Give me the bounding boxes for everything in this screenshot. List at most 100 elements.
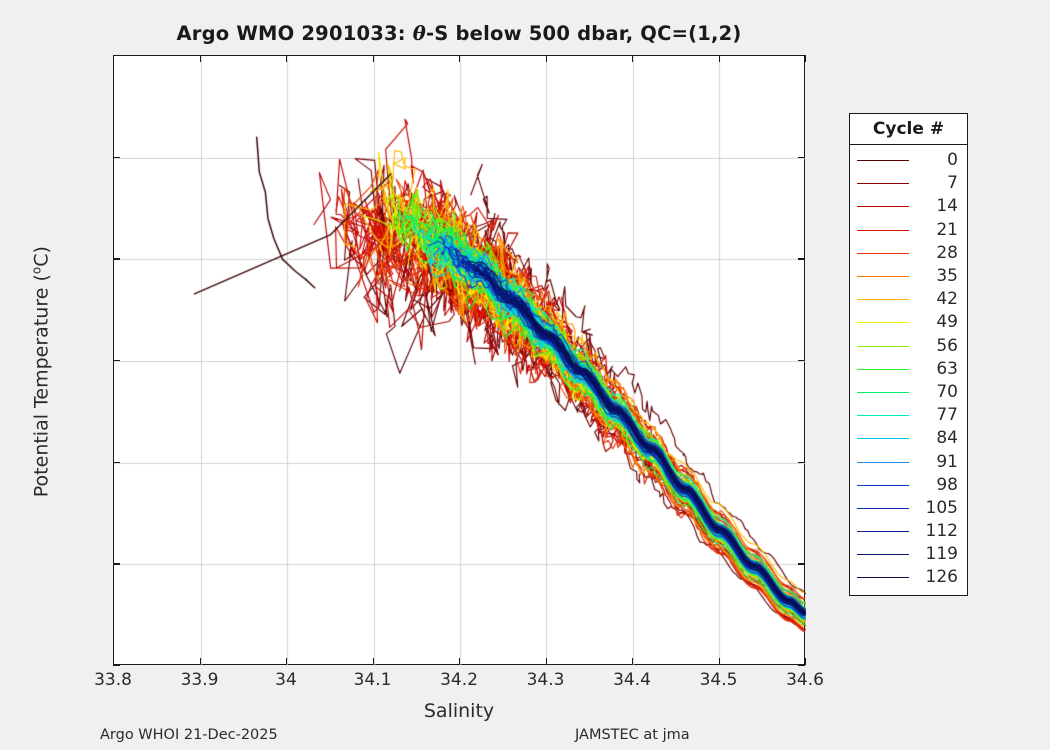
- y-tick: [113, 258, 120, 260]
- y-tick: [113, 563, 120, 565]
- legend-line-swatch: [857, 299, 909, 301]
- legend-row[interactable]: 21: [850, 219, 967, 242]
- plot-area: [113, 55, 806, 666]
- x-tick: [459, 658, 461, 665]
- y-tick: [113, 156, 120, 159]
- legend-line-swatch: [857, 531, 909, 533]
- footer-left-text: Argo WHOI 21-Dec-2025: [100, 727, 278, 743]
- legend-label: 119: [925, 544, 958, 565]
- legend-label: 63: [936, 358, 958, 379]
- legend-row[interactable]: 35: [850, 265, 967, 288]
- legend-label: 49: [936, 312, 958, 333]
- legend-label: 70: [936, 381, 958, 402]
- y-tick: [798, 360, 805, 362]
- legend-line-swatch: [857, 438, 909, 440]
- legend-row[interactable]: 49: [850, 311, 967, 334]
- legend-label: 0: [947, 150, 958, 171]
- x-tick: [632, 658, 634, 665]
- legend-label: 35: [936, 266, 958, 287]
- x-tick: [199, 55, 201, 62]
- legend-row[interactable]: 84: [850, 427, 967, 450]
- y-tick: [113, 55, 120, 57]
- x-tick-label: 34.3: [526, 670, 565, 690]
- legend-label: 126: [925, 567, 958, 588]
- legend-row[interactable]: 112: [850, 520, 967, 543]
- chart-title-prefix: Argo WMO 2901033:: [176, 22, 413, 45]
- legend-line-swatch: [857, 391, 909, 393]
- legend-line-swatch: [857, 554, 909, 556]
- legend-row[interactable]: 0: [850, 149, 967, 172]
- legend-title: Cycle #: [850, 114, 967, 145]
- y-tick: [798, 55, 805, 57]
- legend-line-swatch: [857, 507, 909, 509]
- legend-label: 28: [936, 242, 958, 263]
- y-tick: [798, 258, 805, 260]
- y-tick: [798, 461, 805, 464]
- legend-label: 14: [936, 196, 958, 217]
- legend-line-swatch: [857, 160, 909, 162]
- legend-line-swatch: [857, 322, 909, 324]
- legend-line-swatch: [857, 276, 909, 278]
- x-tick: [632, 55, 634, 62]
- legend-row[interactable]: 42: [850, 288, 967, 311]
- x-tick: [372, 658, 374, 665]
- legend-line-swatch: [857, 345, 909, 347]
- legend-row[interactable]: 56: [850, 335, 967, 358]
- legend-row[interactable]: 63: [850, 358, 967, 381]
- legend-row[interactable]: 105: [850, 497, 967, 520]
- legend-row[interactable]: 7: [850, 172, 967, 195]
- x-tick: [459, 55, 461, 62]
- legend-label: 91: [936, 451, 958, 472]
- y-tick: [113, 665, 120, 667]
- legend-row[interactable]: 70: [850, 381, 967, 404]
- y-tick: [798, 665, 805, 667]
- legend-label: 42: [936, 289, 958, 310]
- legend-line-swatch: [857, 206, 909, 208]
- x-tick: [113, 55, 115, 62]
- legend-line-swatch: [857, 368, 909, 370]
- legend-label: 84: [936, 428, 958, 449]
- x-tick: [199, 658, 201, 665]
- legend-row[interactable]: 28: [850, 242, 967, 265]
- legend-label: 21: [936, 219, 958, 240]
- legend-row[interactable]: 77: [850, 404, 967, 427]
- legend-line-swatch: [857, 252, 909, 254]
- legend-row[interactable]: 119: [850, 543, 967, 566]
- legend-items: 0 7 14 21 28 35 42 49 56 63 70 77 84 91 98 105 112 119 126: [850, 145, 967, 595]
- x-tick: [805, 55, 807, 62]
- chart-title: Argo WMO 2901033: θ-S below 500 dbar, QC…: [113, 22, 805, 45]
- legend-row[interactable]: 126: [850, 566, 967, 589]
- legend-label: 56: [936, 335, 958, 356]
- legend-box[interactable]: Cycle # 0 7 14 21 28 35 42 49 56 63 70 77 84 91 98 105 1…: [849, 113, 968, 596]
- x-tick-label: 34: [275, 670, 297, 690]
- legend-row[interactable]: 98: [850, 474, 967, 497]
- x-tick-label: 34.2: [440, 670, 478, 690]
- x-tick: [718, 658, 720, 665]
- y-axis-label: Potential Temperature (oC): [29, 246, 53, 498]
- x-tick-label: 34.5: [699, 670, 738, 690]
- degree-symbol: o: [29, 266, 44, 275]
- y-tick: [113, 360, 120, 362]
- x-tick-label: 34.6: [786, 670, 824, 690]
- x-tick: [805, 658, 807, 665]
- y-tick: [798, 156, 805, 159]
- legend-line-swatch: [857, 229, 909, 231]
- theta-s-plot-canvas: [114, 56, 806, 666]
- legend-label: 7: [947, 173, 958, 194]
- y-tick: [113, 461, 120, 464]
- x-tick: [545, 658, 547, 665]
- x-tick-label: 33.9: [180, 670, 219, 690]
- legend-line-swatch: [857, 484, 909, 486]
- footer-right-text: JAMSTEC at jma: [575, 727, 690, 743]
- legend-label: 77: [936, 405, 958, 426]
- x-tick: [372, 55, 374, 62]
- chart-title-suffix: -S below 500 dbar, QC=(1,2): [426, 22, 742, 45]
- legend-row[interactable]: 14: [850, 195, 967, 218]
- x-tick-label: 34.1: [353, 670, 392, 690]
- legend-line-swatch: [857, 577, 909, 579]
- legend-line-swatch: [857, 415, 909, 417]
- legend-line-swatch: [857, 461, 909, 463]
- legend-row[interactable]: 91: [850, 450, 967, 473]
- legend-line-swatch: [857, 183, 909, 185]
